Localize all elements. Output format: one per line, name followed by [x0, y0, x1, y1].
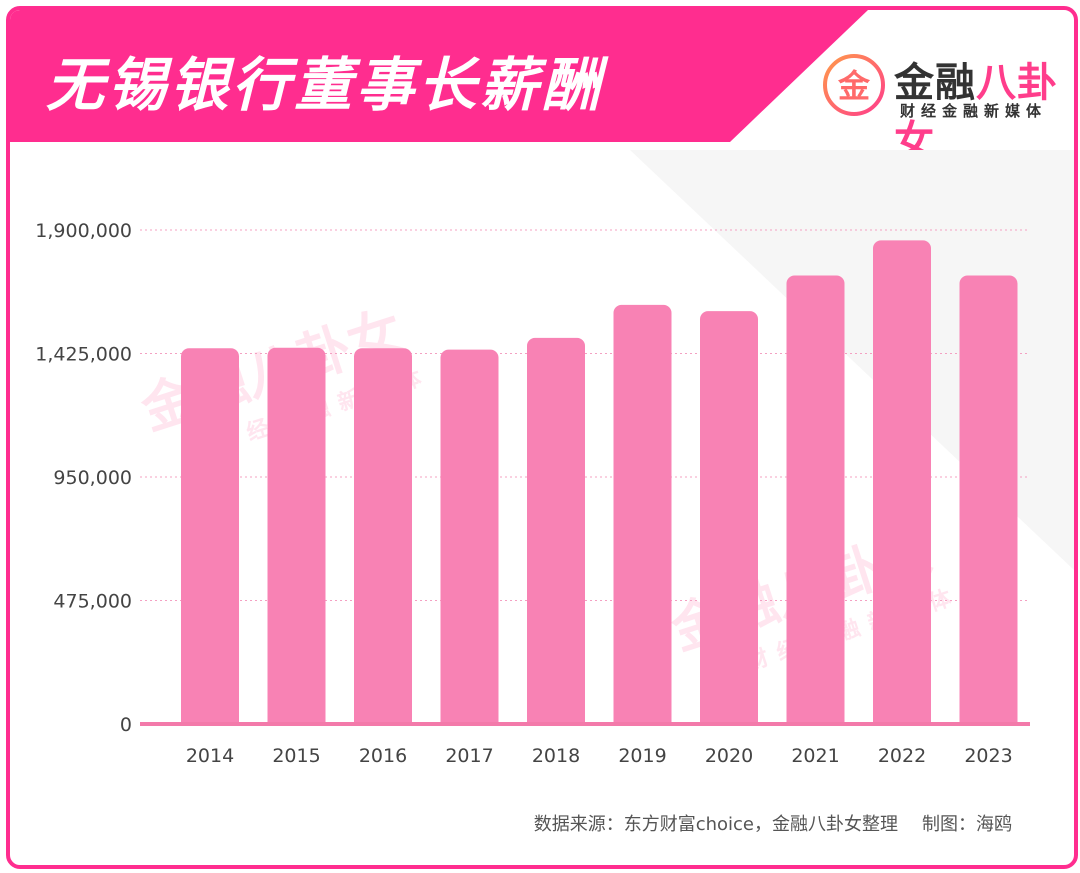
bar-chart: 0 475,000 950,000 1,425,000 1,900,000 2014 201… — [35, 220, 1030, 767]
card-frame: 无锡银行董事长薪酬 金 金融八卦女 财经金融新媒体 金融八卦女 财经金融新媒体 … — [6, 6, 1078, 869]
bar-base-2023 — [959, 714, 1018, 724]
bar-2017 — [440, 349, 499, 724]
bar-base-2015 — [267, 714, 326, 724]
y-tick-label: 475,000 — [53, 591, 132, 613]
brand-name-pink: 八卦女 — [894, 60, 1058, 164]
y-tick-label: 950,000 — [53, 467, 132, 489]
bar-base-2017 — [440, 714, 499, 724]
x-tick-label: 2016 — [359, 745, 407, 767]
x-tick-label: 2014 — [186, 745, 234, 767]
maker-text: 制图：海鸥 — [922, 814, 1012, 835]
source-note: 数据来源：东方财富choice，金融八卦女整理 制图：海鸥 — [510, 810, 1012, 836]
bar-2018 — [527, 337, 585, 724]
x-tick-label: 2021 — [791, 745, 839, 767]
brand-logo-glyph: 金 — [837, 67, 871, 105]
bar-2021 — [786, 275, 845, 724]
source-text: 数据来源：东方财富choice，金融八卦女整理 — [533, 814, 898, 835]
brand-logo-icon: 金 — [823, 54, 885, 116]
bar-2015 — [267, 347, 326, 724]
chart-title: 无锡银行董事长薪酬 — [46, 51, 605, 119]
x-tick-label: 2022 — [878, 745, 926, 767]
y-tick-label: 0 — [120, 714, 132, 736]
brand-name-dark: 金融 — [894, 60, 976, 106]
x-tick-label: 2023 — [964, 745, 1012, 767]
bar-base-2022 — [873, 714, 931, 724]
bar-base-2021 — [786, 714, 845, 724]
bar-2014 — [181, 348, 239, 724]
bar-base-2014 — [181, 714, 239, 724]
bar-2023 — [959, 275, 1018, 724]
brand-name: 金融八卦女 — [894, 50, 1062, 166]
bar-base-2019 — [613, 714, 672, 724]
bar-base-2018 — [527, 714, 585, 724]
y-tick-label: 1,425,000 — [35, 344, 132, 366]
x-tick-label: 2018 — [532, 745, 580, 767]
x-tick-label: 2020 — [705, 745, 753, 767]
bar-2016 — [354, 348, 412, 724]
bar-2022 — [873, 240, 931, 724]
bar-2020 — [700, 311, 758, 724]
x-tick-label: 2019 — [618, 745, 666, 767]
brand-logo-block: 金 金融八卦女 财经金融新媒体 — [822, 50, 1062, 164]
brand-subtitle: 财经金融新媒体 — [900, 102, 1048, 120]
title-banner — [10, 10, 868, 142]
x-tick-label: 2015 — [272, 745, 320, 767]
y-tick-label: 1,900,000 — [35, 220, 132, 242]
bar-base-2020 — [700, 714, 758, 724]
x-tick-label: 2017 — [445, 745, 493, 767]
bar-base-2016 — [354, 714, 412, 724]
bar-2019 — [613, 304, 672, 724]
